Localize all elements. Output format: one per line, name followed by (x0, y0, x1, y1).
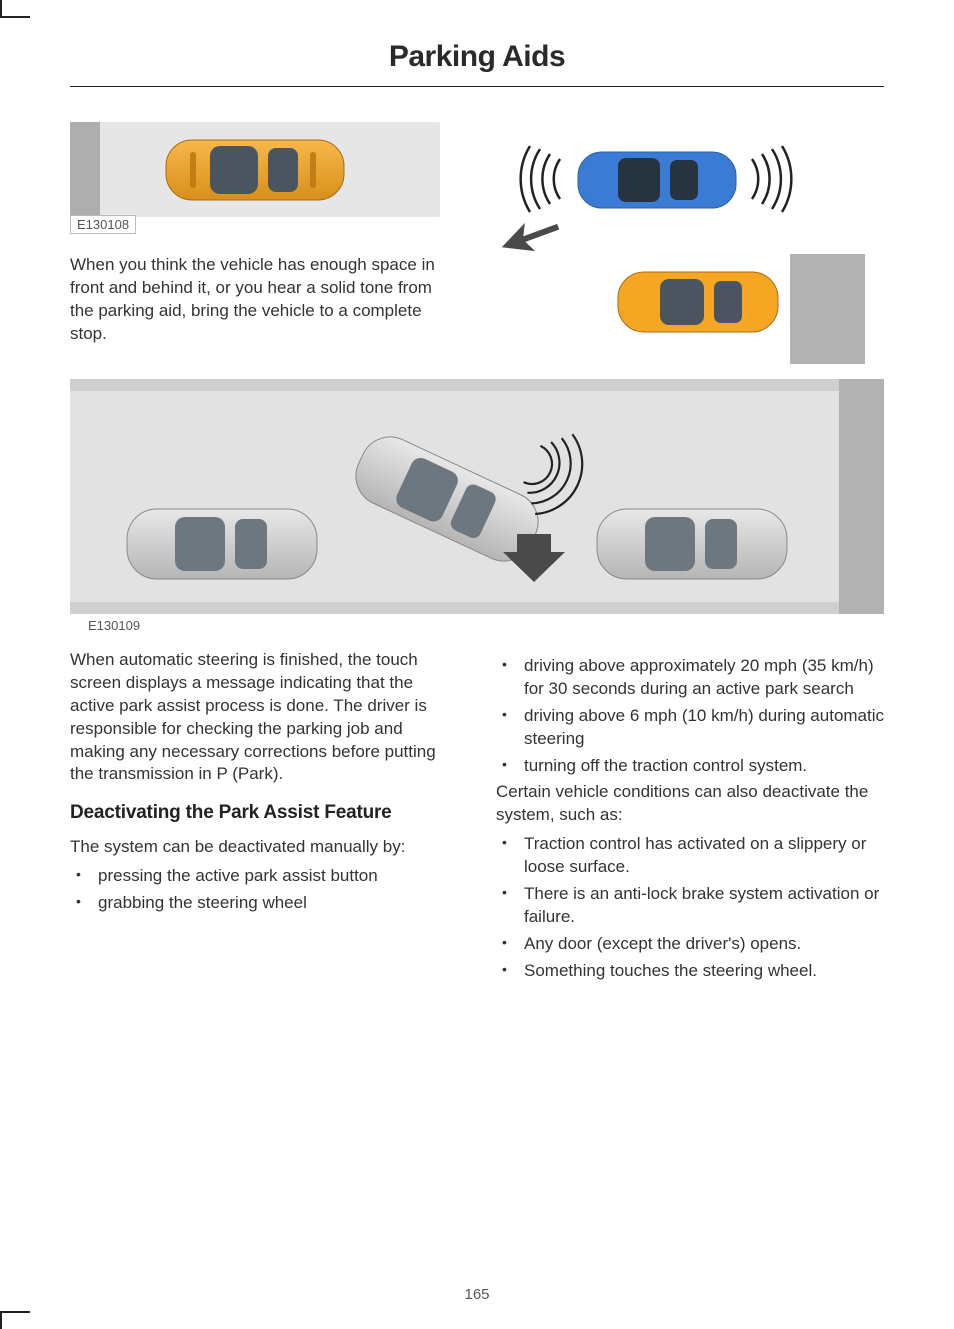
right-column: driving above approximately 20 mph (35 k… (496, 649, 884, 987)
figure-1 (70, 122, 440, 217)
deactivate-heading: Deactivating the Park Assist Feature (70, 800, 458, 826)
conditions-list: Traction control has activated on a slip… (496, 833, 884, 983)
paragraph-2: When automatic steering is finished, the… (70, 649, 458, 787)
figure-2-lane-top (70, 379, 839, 391)
deactivate-list: pressing the active park assist button g… (70, 865, 458, 915)
deactivate-intro: The system can be deactivated manually b… (70, 836, 458, 859)
figure-2-lane-bottom (70, 602, 839, 614)
list-item: Any door (except the driver's) opens. (496, 933, 884, 956)
two-column-body: When automatic steering is finished, the… (70, 649, 884, 987)
list-item: grabbing the steering wheel (70, 892, 458, 915)
list-item: driving above approximately 20 mph (35 k… (496, 655, 884, 701)
figure-2-label: E130109 (88, 618, 884, 633)
crop-mark-top-left (0, 0, 30, 18)
list-item: pressing the active park assist button (70, 865, 458, 888)
figure-2-curb-right (839, 379, 884, 614)
top-figure-row: E130108 When you think the vehicle has e… (70, 122, 884, 364)
page-title: Parking Aids (70, 40, 884, 87)
figure-sensor-diagram (500, 144, 865, 364)
list-item: There is an anti-lock brake system activ… (496, 883, 884, 929)
list-item: driving above 6 mph (10 km/h) during aut… (496, 705, 884, 751)
figure-1-label: E130108 (70, 215, 136, 234)
list-item: turning off the traction control system. (496, 755, 884, 778)
list-item: Traction control has activated on a slip… (496, 833, 884, 879)
page-number: 165 (0, 1286, 954, 1303)
paragraph-1: When you think the vehicle has enough sp… (70, 254, 440, 346)
right-list-1: driving above approximately 20 mph (35 k… (496, 655, 884, 778)
left-column: When automatic steering is finished, the… (70, 649, 458, 987)
conditions-intro: Certain vehicle conditions can also deac… (496, 781, 884, 827)
figure-2 (70, 379, 884, 614)
crop-mark-bottom-left (0, 1311, 30, 1329)
list-item: Something touches the steering wheel. (496, 960, 884, 983)
car-orange-icon (160, 130, 350, 210)
figure-1-curb (70, 122, 100, 217)
figure-2-cars-icon (70, 379, 884, 614)
